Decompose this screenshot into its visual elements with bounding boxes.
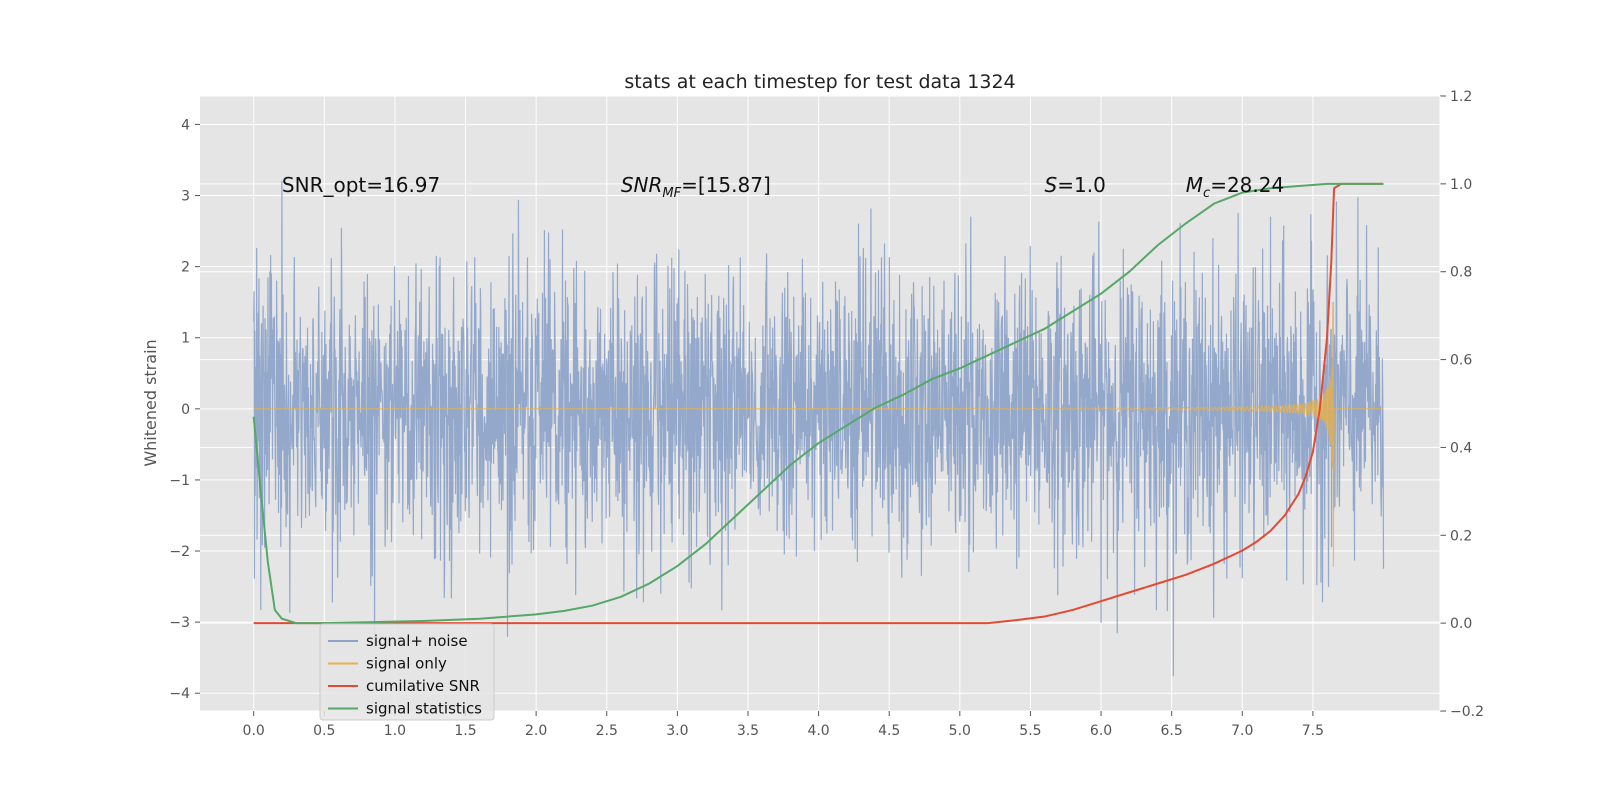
x-tick-label: 0.0 (243, 723, 265, 739)
y-tick-label: 3 (181, 189, 190, 205)
x-tick-label: 5.0 (949, 723, 971, 739)
y2-tick-label: −0.2 (1450, 704, 1484, 720)
annotation-label: SNRMF=[15.87] (621, 173, 771, 201)
series-signal-noise-line (253, 180, 1385, 677)
series-cumulative-snr-line (253, 182, 1384, 625)
y-tick-label: 1 (181, 331, 190, 347)
y2-tick-label: 0.0 (1450, 616, 1472, 632)
y-axis-left: −4 −3 −2 −1 0 1 2 3 4 (169, 117, 200, 702)
y2-tick-label: 0.8 (1450, 265, 1472, 281)
y-tick-label: 2 (181, 260, 190, 276)
y2-tick-label: 0.4 (1450, 440, 1472, 456)
legend-box (319, 623, 495, 721)
annotation-label: S=1.0 (1045, 173, 1106, 197)
annotations: SNR_opt=16.97 SNRMF=[15.87] S=1.0 Mc=28.24 (282, 173, 1284, 201)
series-signal-only-line (253, 303, 1384, 568)
y-tick-label: −2 (169, 544, 190, 560)
x-tick-label: 6.5 (1161, 723, 1183, 739)
y-axis-right: −0.2 0.0 0.2 0.4 0.6 0.8 1.0 1.2 (1440, 89, 1484, 720)
x-tick-label: 1.5 (454, 723, 476, 739)
x-tick-label: 2.0 (525, 723, 547, 739)
x-axis: 0.0 0.5 1.0 1.5 2.0 2.5 3.0 3.5 4.0 4.5 5.0 5.5 6.0 6… (243, 711, 1324, 739)
y2-tick-label: 1.0 (1450, 177, 1472, 193)
legend-label: signal only (366, 655, 447, 673)
y-tick-label: −4 (169, 686, 190, 702)
y2-tick-label: 0.6 (1450, 353, 1472, 369)
x-tick-label: 4.0 (807, 723, 829, 739)
y2-tick-label: 0.2 (1450, 528, 1472, 544)
x-tick-label: 7.0 (1231, 723, 1253, 739)
y-tick-label: −1 (169, 473, 190, 489)
x-tick-label: 1.0 (384, 723, 406, 739)
x-tick-label: 5.5 (1019, 723, 1041, 739)
annotation-label: SNR_opt=16.97 (282, 173, 440, 197)
legend: signal+ noise signal only cumilative SNR si… (319, 623, 495, 721)
y-axis-label: Whitened strain (141, 339, 160, 466)
legend-label: signal statistics (366, 700, 482, 718)
y-tick-label: 4 (181, 117, 190, 133)
y2-tick-label: 1.2 (1450, 89, 1472, 105)
y-tick-label: −3 (169, 615, 190, 631)
y-tick-label: 0 (181, 402, 190, 418)
x-tick-label: 0.5 (313, 723, 335, 739)
x-tick-label: 4.5 (878, 723, 900, 739)
chart-title: stats at each timestep for test data 132… (624, 71, 1015, 93)
x-tick-label: 7.5 (1302, 723, 1324, 739)
plot-area (252, 180, 1385, 677)
x-tick-label: 6.0 (1090, 723, 1112, 739)
legend-label: signal+ noise (366, 632, 468, 650)
legend-label: cumilative SNR (366, 677, 480, 695)
x-tick-label: 3.5 (737, 723, 759, 739)
series-signal-statistics-line (252, 182, 1384, 625)
x-tick-label: 2.5 (596, 723, 618, 739)
annotation-label: Mc=28.24 (1186, 173, 1284, 201)
x-tick-label: 3.0 (666, 723, 688, 739)
